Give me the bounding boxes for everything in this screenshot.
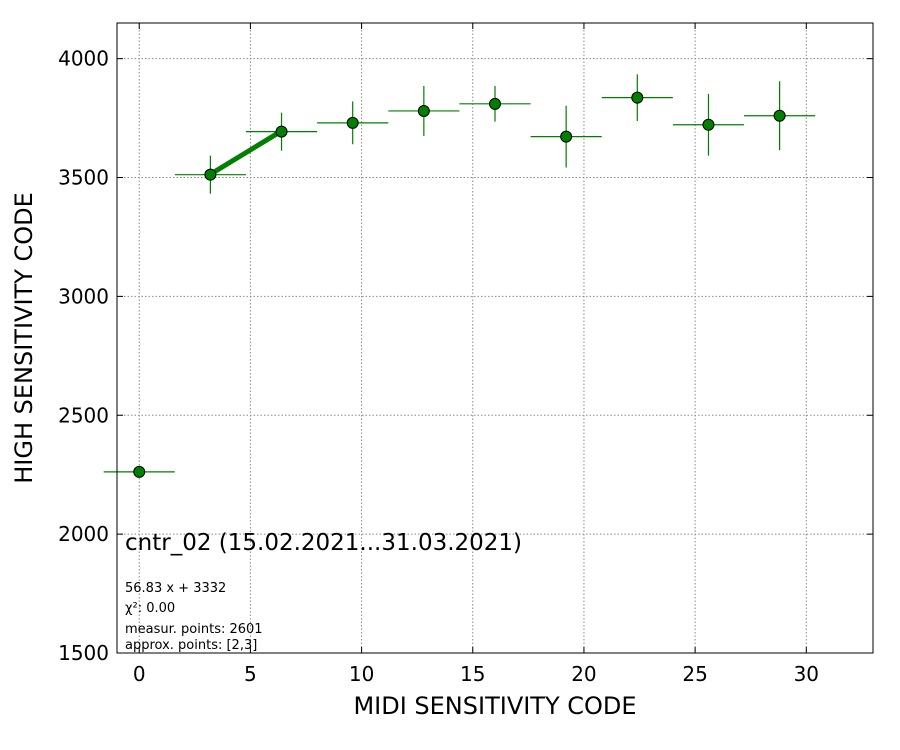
data-point: [489, 97, 501, 110]
approx-points: approx. points: [2,3]: [125, 638, 257, 653]
ticks: 0 5 10 15 20 25 30 1500 2000 2500 3000 3500 4000: [58, 23, 873, 686]
data-point: [346, 116, 359, 129]
plot-frame: [116, 22, 874, 654]
chi2-value: χ²: 0.00: [125, 601, 175, 616]
data-point: [631, 91, 644, 104]
y-tick-label: 3500: [58, 166, 109, 190]
fit-formula: 56.83 x + 3332: [125, 581, 226, 596]
data-point: [417, 104, 430, 117]
x-tick-label: 30: [794, 662, 819, 686]
y-tick-label: 2500: [58, 403, 109, 427]
y-tick-label: 1500: [58, 641, 109, 665]
x-tick-label: 10: [349, 662, 374, 686]
y-tick-label: 2000: [58, 522, 109, 546]
data-point: [275, 125, 288, 138]
x-tick-label: 0: [133, 662, 146, 686]
fit-line: [209, 128, 283, 177]
x-axis-label: MIDI SENSITIVITY CODE: [353, 692, 636, 720]
x-tick-label: 20: [571, 662, 596, 686]
y-axis-label: HIGH SENSITIVITY CODE: [10, 192, 38, 484]
data-point: [702, 118, 715, 131]
x-tick-label: 25: [682, 662, 707, 686]
data-point: [204, 168, 217, 181]
x-tick-label: 5: [244, 662, 257, 686]
chart-annotation-title: cntr_02 (15.02.2021...31.03.2021): [125, 530, 522, 556]
y-tick-label: 3000: [58, 284, 109, 308]
data-point: [560, 130, 573, 143]
x-tick-label: 15: [460, 662, 485, 686]
measur-points: measur. points: 2601: [125, 622, 263, 637]
data-point: [773, 109, 786, 122]
data-layer: [103, 74, 816, 478]
data-point: [133, 465, 146, 478]
y-tick-label: 4000: [58, 47, 109, 71]
